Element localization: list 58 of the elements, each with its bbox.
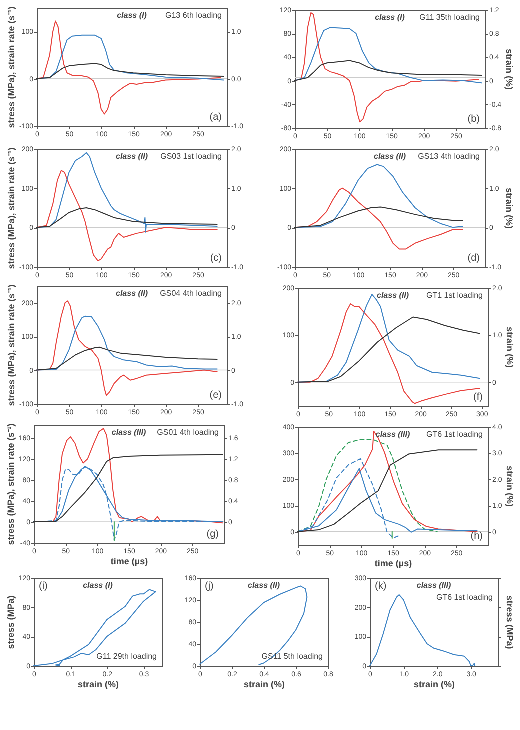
line-series — [36, 63, 224, 80]
annotation: class (II) — [376, 291, 410, 300]
line-series — [298, 316, 481, 383]
annotation: GT1 1st loading — [426, 291, 483, 300]
line-series — [294, 60, 482, 82]
annotation: (d) — [468, 253, 480, 264]
annotation: GS01 4th loading — [157, 428, 219, 437]
y2-axis-title: strain (%) — [505, 466, 516, 508]
annotation: G11 29th loading — [96, 652, 157, 661]
y-axis-title: stress (MPa), strain rate (s⁻¹) — [6, 6, 16, 128]
y2-axis-title: strain (%) — [505, 326, 516, 368]
annotation: class (I) — [375, 13, 406, 22]
annotation: GS13 4th loading — [418, 152, 480, 161]
annotation: (b) — [468, 114, 480, 125]
x-axis-title: time (µs) — [374, 558, 412, 568]
annotation: (g) — [206, 529, 219, 540]
y-axis-title: stress (MPa), strain rate (s⁻¹) — [6, 424, 16, 546]
line-series — [36, 208, 218, 228]
line-series — [36, 346, 218, 371]
annotation: (e) — [210, 390, 222, 401]
annotation: G13 6th loading — [166, 11, 222, 20]
annotation: (f) — [474, 392, 483, 403]
annotation: class (II) — [116, 152, 148, 161]
y-axis-title: stress (MPa) — [6, 596, 16, 650]
y-axis-title: stress (MPa), strain rate (s⁻¹) — [6, 284, 16, 406]
annotation: GT6 1st loading — [426, 430, 483, 439]
y2-axis-title: stress (MPa) — [505, 596, 515, 650]
annotation: class (III) — [376, 430, 410, 439]
annotation: class (III) — [112, 428, 146, 437]
annotation: class (III) — [416, 581, 452, 590]
line-series — [298, 439, 438, 532]
annotation: class (II) — [247, 581, 280, 590]
line-series — [294, 206, 464, 228]
annotation: (c) — [210, 253, 222, 264]
annotation: class (I) — [117, 11, 148, 20]
annotation: (i) — [39, 581, 48, 592]
line-series — [298, 450, 478, 532]
annotation: GT6 1st loading — [436, 593, 493, 602]
y-axis-title: stress (MPa), strain rate (s⁻¹) — [6, 148, 16, 270]
annotation: (k) — [375, 581, 387, 592]
annotation: class (II) — [374, 152, 406, 161]
x-axis-title: strain (%) — [414, 680, 456, 690]
y2-axis-title: strain (%) — [504, 188, 515, 230]
annotation: (a) — [210, 112, 222, 123]
annotation: G11 35th loading — [420, 13, 480, 22]
annotation: GS04 4th loading — [160, 289, 222, 298]
x-axis-title: strain (%) — [78, 680, 120, 690]
y2-axis-title: strain (%) — [504, 48, 515, 90]
annotation: class (I) — [83, 581, 114, 590]
line-series — [34, 454, 224, 523]
x-axis-title: strain (%) — [243, 680, 285, 690]
line-series — [294, 27, 482, 84]
annotation: (j) — [204, 581, 214, 592]
annotation: GS03 1st loading — [160, 152, 222, 161]
annotation: (h) — [470, 531, 483, 542]
line-series — [36, 316, 218, 371]
annotation: class (II) — [116, 289, 148, 298]
x-axis-title: time (µs) — [110, 556, 148, 566]
